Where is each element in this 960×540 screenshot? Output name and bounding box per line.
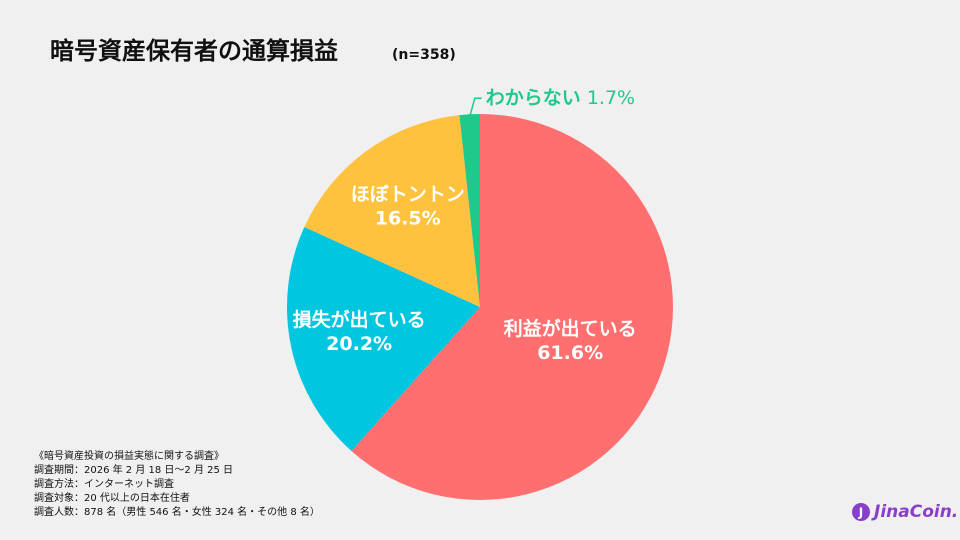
pie-slice	[287, 227, 480, 451]
chart-title: 暗号資産保有者の通算損益	[50, 37, 338, 65]
slice-value-label: 1.7%	[587, 87, 635, 109]
leader-line	[469, 97, 482, 117]
pie-slice	[304, 115, 480, 307]
slice-label: 利益が出ている	[504, 317, 637, 340]
slice-value-label: 16.5%	[375, 207, 441, 229]
slice-value-label: 61.6%	[537, 342, 603, 364]
slice-value-label: 20.2%	[326, 333, 392, 355]
slice-label: わからない	[486, 87, 581, 109]
logo: JinaCoin.	[871, 502, 958, 522]
note: 調査対象：20 代以上の日本在住者	[34, 491, 190, 504]
logo-icon	[852, 503, 870, 521]
chart-subtitle: (n=358)	[392, 47, 456, 63]
note: 《暗号資産投資の損益実態に関する調査》	[34, 449, 224, 462]
note: 調査期間：2026 年 2 月 18 日〜2 月 25 日	[34, 463, 233, 476]
note: 調査人数：878 名（男性 546 名・女性 324 名・その他 8 名）	[34, 505, 320, 518]
pie-slice	[351, 114, 673, 500]
slice-label: ほぼトントン	[351, 183, 465, 205]
slice-label: 損失が出ている	[293, 308, 426, 331]
logo-icon-letter: J	[858, 506, 863, 520]
pie-slice	[459, 114, 480, 307]
note: 調査方法：インターネット調査	[34, 477, 174, 490]
